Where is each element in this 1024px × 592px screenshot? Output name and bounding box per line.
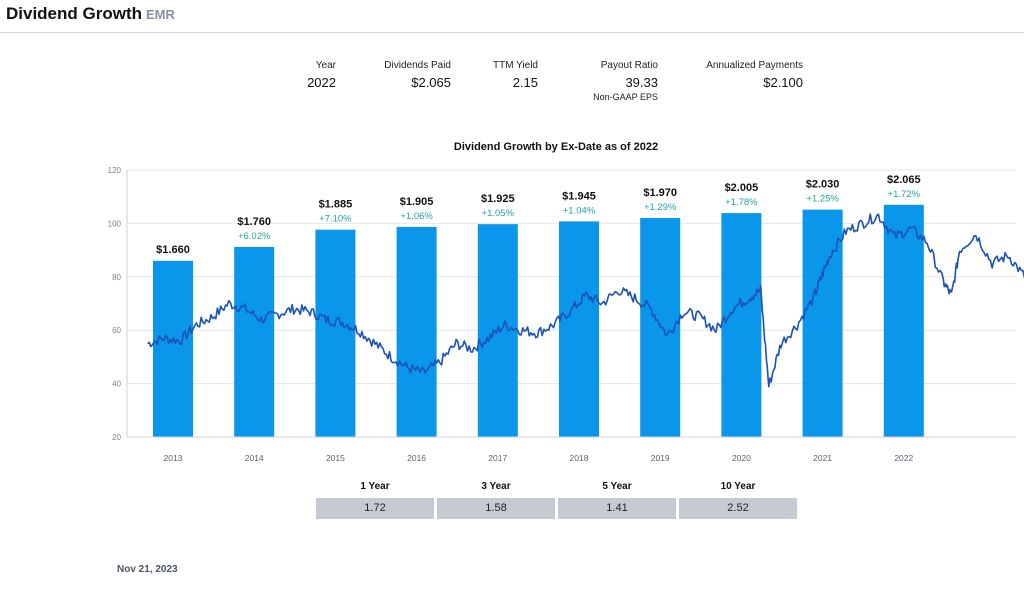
page-header: Dividend Growth EMR [0,0,1024,33]
bar-value-label: $1.970 [643,187,677,199]
stat-label: Dividends Paid [384,60,451,71]
x-tick-label: 2020 [732,453,751,463]
stat-label: TTM Yield [492,60,538,71]
summary-stats: Year 2022 Dividends Paid $2.065 TTM Yiel… [0,60,1024,110]
cagr-label: 1 Year [360,481,390,492]
x-tick-label: 2014 [245,453,264,463]
growth-label: +1.04% [563,205,596,216]
bar [396,226,437,437]
bar-value-label: $1.905 [400,196,434,208]
growth-label: +1.29% [644,202,677,213]
chart-title: Dividend Growth by Ex-Date as of 2022 [454,141,658,153]
as-of-date: Nov 21, 2023 [117,564,178,575]
stat-label: Year [315,60,336,71]
x-tick-label: 2013 [164,453,183,463]
chart-bars [153,204,924,437]
bar-value-label: $1.925 [481,193,515,205]
stat-year: Year 2022 [307,60,336,90]
bar [721,213,762,437]
y-tick-label: 20 [112,433,121,442]
stat-annualized-payments: Annualized Payments $2.100 [706,60,803,90]
cagr-1-year: 1 Year 1.72 [316,480,434,519]
growth-label: +1.05% [482,208,515,219]
cagr-value: 1.72 [316,498,434,519]
bar-value-label: $2.030 [806,179,840,191]
x-tick-label: 2017 [488,453,507,463]
price-line-group [147,213,1024,388]
cagr-10-year: 10 Year 2.52 [679,480,797,519]
chart-axes: 20 40 60 80 100 120 2013 2014 2015 2016 2017 2018 20… [108,166,1016,463]
growth-label: +1.78% [725,197,758,208]
bar [153,260,193,437]
page-title: Dividend Growth EMR [6,4,175,24]
x-tick-label: 2015 [326,453,345,463]
y-tick-label: 60 [112,326,121,335]
growth-label: +1.06% [400,211,433,222]
bar-value-label: $1.760 [237,216,271,228]
growth-label: +7.10% [319,214,352,225]
cagr-label: 5 Year [602,481,632,492]
bar [315,229,356,437]
bar-value-label: $2.005 [725,182,759,194]
bar-value-label: $1.660 [156,244,190,256]
stat-value: 39.33 [625,75,658,90]
bar [883,204,924,437]
x-tick-label: 2019 [651,453,670,463]
stat-dividends-paid: Dividends Paid $2.065 [384,60,451,90]
x-tick-label: 2021 [813,453,832,463]
stat-payout-ratio: Payout Ratio 39.33 Non-GAAP EPS [593,60,658,102]
bar [559,221,599,437]
growth-label: +6.02% [238,231,271,242]
stat-ttm-yield: TTM Yield 2.15 [493,60,538,90]
ticker-symbol: EMR [146,7,175,22]
stat-label: Payout Ratio [600,60,658,71]
stat-label: Annualized Payments [706,60,803,71]
price-line [147,213,1024,388]
cagr-value: 1.58 [437,498,555,519]
cagr-value: 1.41 [558,498,676,519]
title-text: Dividend Growth [6,4,142,23]
x-tick-label: 2018 [570,453,589,463]
stat-value: $2.100 [763,75,803,90]
y-tick-label: 40 [112,380,121,389]
dividend-growth-chart: Dividend Growth by Ex-Date as of 2022 $1… [108,141,1024,463]
growth-label: +1.72% [888,189,921,200]
cagr-5-year: 5 Year 1.41 [558,480,676,519]
bar [234,246,275,437]
cagr-label: 10 Year [720,481,756,492]
x-tick-label: 2016 [407,453,426,463]
stat-value: 2022 [307,75,336,90]
stat-value: 2.15 [512,75,538,90]
bar-value-label: $2.065 [887,174,921,186]
growth-label: +1.25% [806,194,839,205]
y-tick-label: 100 [108,219,122,228]
cagr-3-year: 3 Year 1.58 [437,480,555,519]
y-tick-label: 80 [112,273,121,282]
bar-value-label: $1.885 [319,199,353,211]
x-tick-label: 2022 [894,453,913,463]
y-tick-label: 120 [108,166,122,175]
cagr-label: 3 Year [481,481,511,492]
stat-value: $2.065 [411,75,451,90]
bar-labels: $1.660 $1.760 +6.02% $1.885 +7.10% $1.905 +1.0… [156,174,920,256]
bar-value-label: $1.945 [562,190,596,202]
cagr-value: 2.52 [679,498,797,519]
stat-sublabel: Non-GAAP EPS [593,92,658,102]
